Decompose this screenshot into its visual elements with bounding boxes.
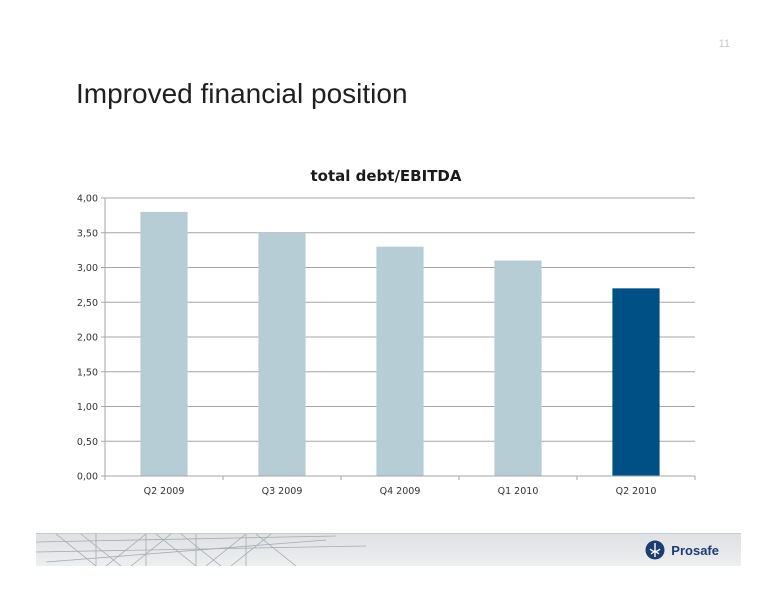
x-tick-label: Q3 2009 xyxy=(262,486,303,497)
x-tick-label: Q2 2010 xyxy=(616,486,657,497)
y-tick-label: 0,00 xyxy=(77,472,98,483)
chart-canvas: total debt/EBITDA 0,00 0,50 1,00 1,50 2,00 2,… xyxy=(77,167,696,497)
bar xyxy=(494,260,542,476)
y-tick-label: 2,00 xyxy=(77,333,98,344)
page-number: 11 xyxy=(718,38,730,50)
bars xyxy=(140,211,660,476)
x-tick-label: Q2 2009 xyxy=(144,486,185,497)
bar xyxy=(140,211,188,476)
y-tick-label: 4,00 xyxy=(77,194,98,205)
bar xyxy=(258,232,306,476)
chart-title: total debt/EBITDA xyxy=(311,167,462,185)
footer-band: Prosafe xyxy=(36,533,741,566)
bar xyxy=(376,246,424,476)
x-tick-label: Q1 2010 xyxy=(498,486,539,497)
prosafe-logo-icon xyxy=(645,540,665,560)
brand-name: Prosafe xyxy=(671,542,719,558)
y-tick-label: 3,00 xyxy=(77,263,98,274)
y-tick-label: 1,50 xyxy=(77,367,98,378)
axes: 0,00 0,50 1,00 1,50 2,00 2,50 3,00 3,50 4,00 Q2 2… xyxy=(77,194,696,497)
structure-graphic xyxy=(36,534,367,566)
y-tick-label: 0,50 xyxy=(77,437,98,448)
y-tick-label: 3,50 xyxy=(77,228,98,239)
y-tick-label: 1,00 xyxy=(77,402,98,413)
slide-title: Improved financial position xyxy=(76,78,408,109)
y-tick-label: 2,50 xyxy=(77,298,98,309)
brand-logo: Prosafe xyxy=(645,540,719,560)
bar xyxy=(612,288,660,476)
x-tick-label: Q4 2009 xyxy=(380,486,421,497)
bar-chart: total debt/EBITDA 0,00 0,50 1,00 1,50 2,00 2,… xyxy=(60,158,710,518)
